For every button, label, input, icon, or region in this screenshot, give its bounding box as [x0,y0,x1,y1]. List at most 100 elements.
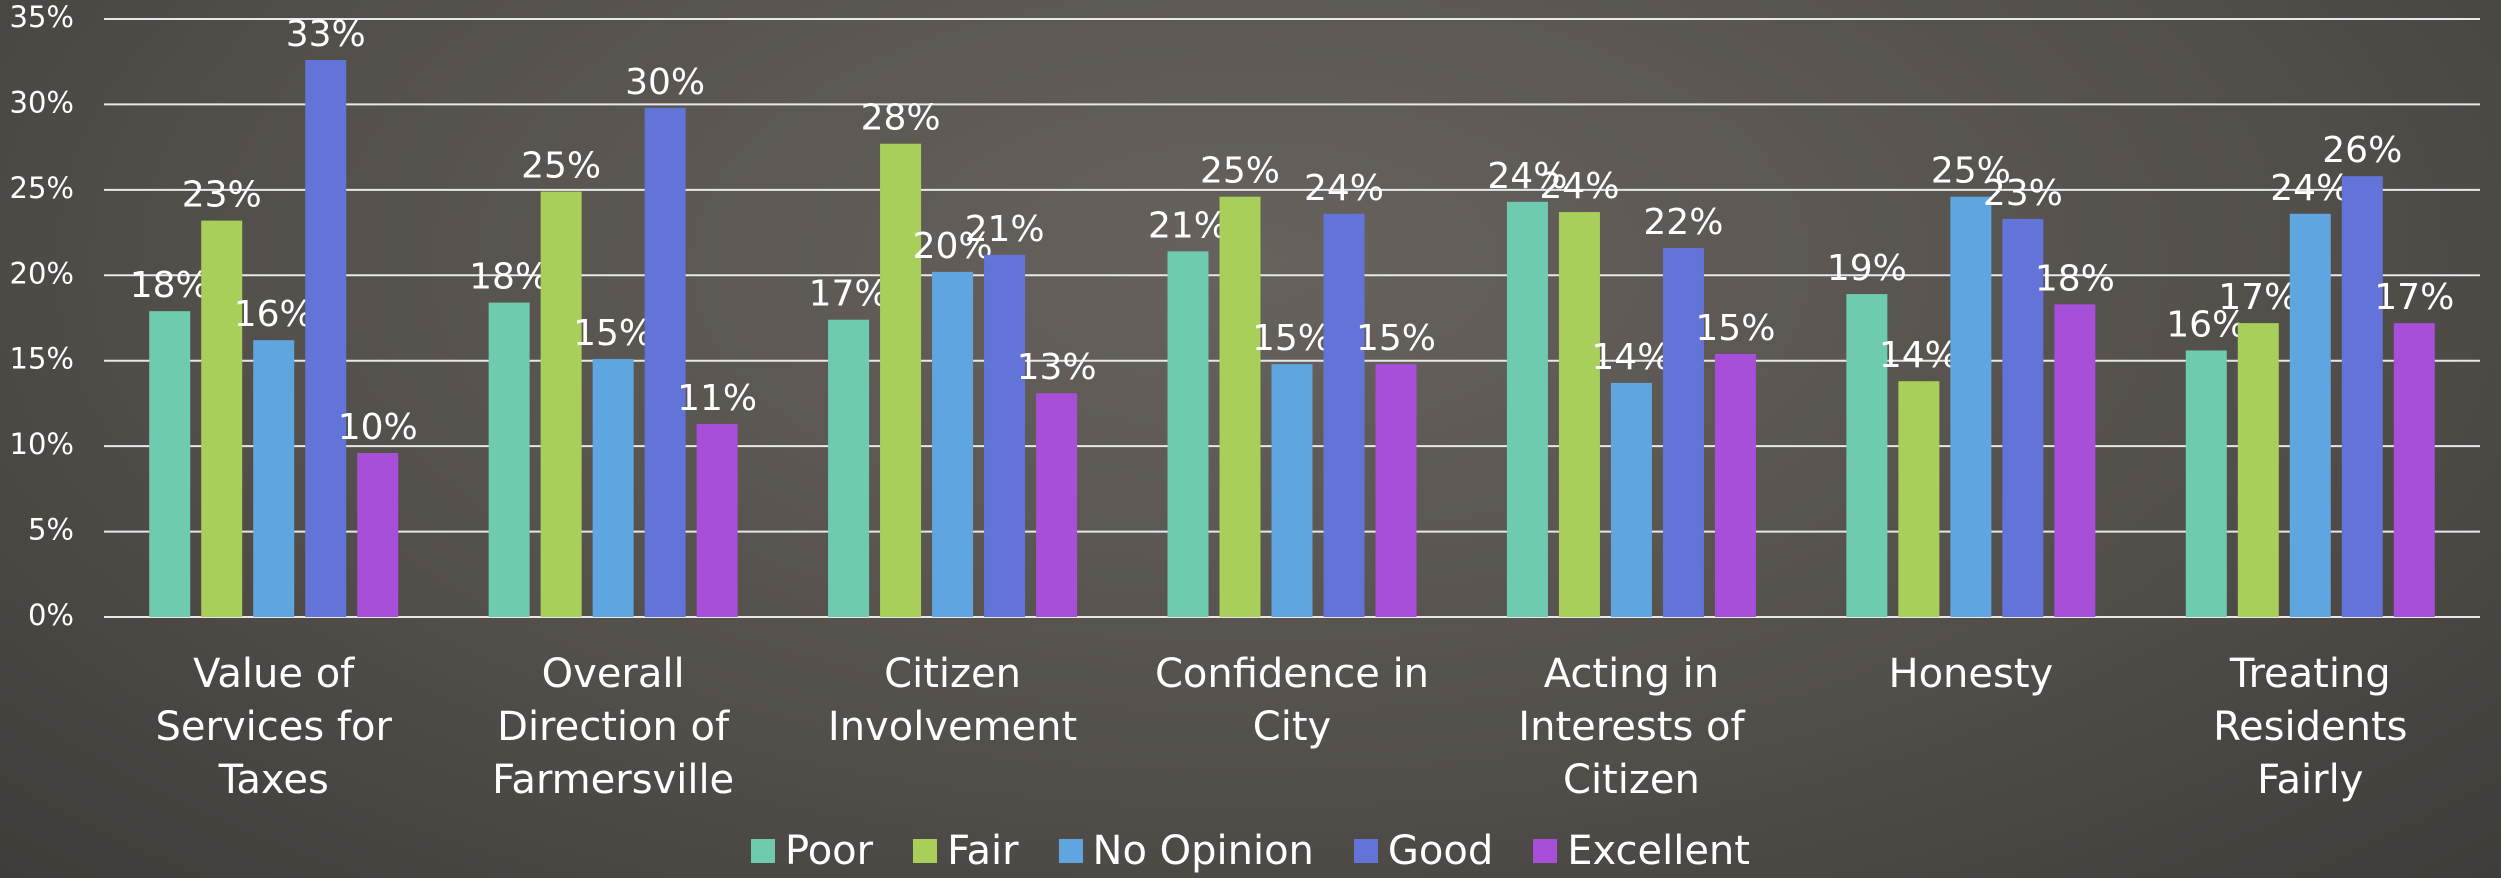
bar [488,302,530,617]
data-label: 21% [1148,205,1228,246]
legend-swatch [1058,839,1083,863]
bar [1950,196,1992,618]
legend-item: Poor [751,826,873,876]
data-label: 23% [182,175,262,216]
bar [253,340,295,617]
bar [1558,212,1600,617]
bar [1036,393,1078,617]
bar [828,319,870,617]
legend-swatch [1533,839,1558,863]
legend-swatch [751,839,776,863]
x-tick-label: Confidence in City [1154,651,1430,750]
data-label: 19% [1827,248,1907,289]
y-tick-label: 5% [28,513,74,547]
bar [2393,323,2435,617]
bar [1375,364,1417,617]
x-tick-label: Overall Direction of Farmersville [492,651,735,803]
data-label: 23% [1983,173,2063,214]
y-tick-label: 30% [10,85,74,119]
bar [880,143,922,617]
data-label: 21% [965,209,1045,250]
data-label: 15% [1356,318,1436,359]
bar [644,107,686,618]
data-label: 15% [573,313,653,354]
bar [1898,381,1940,617]
x-tick-label: Acting in Interests of Citizen [1518,651,1745,803]
bar [984,254,1026,618]
data-label: 13% [1017,347,1097,388]
bar [1167,251,1209,617]
legend-label: Poor [785,828,874,874]
data-label: 25% [521,146,601,187]
legend-item: Fair [913,826,1019,876]
data-label: 33% [286,14,366,55]
legend-label: Good [1387,828,1494,874]
legend-label: Fair [947,828,1019,874]
data-label: 28% [861,98,941,139]
legend-label: Excellent [1567,828,1750,874]
bar [1271,364,1313,617]
bar [2002,218,2044,617]
bar [2341,176,2383,617]
bar [592,359,634,617]
y-tick-label: 0% [28,598,74,632]
y-tick-label: 20% [10,256,74,290]
y-tick-label: 35% [10,0,74,34]
bar [201,220,243,617]
bar [1714,353,1756,617]
bar [1846,294,1888,617]
data-label: 30% [625,62,705,103]
bar [2054,304,2096,617]
legend-swatch [913,839,938,863]
bar [1662,247,1704,617]
bar [1506,201,1548,617]
legend-item: No Opinion [1058,826,1314,876]
data-label: 25% [1200,151,1280,192]
x-tick-label: Treating Residents Fairly [2213,651,2408,803]
data-label: 17% [2218,277,2298,318]
y-tick-label: 15% [10,342,74,376]
legend-item: Excellent [1533,826,1750,876]
data-label: 20% [913,226,993,267]
data-label: 18% [130,265,210,306]
bar [149,311,191,617]
bar [1219,196,1261,618]
data-label: 15% [1695,308,1775,349]
bar [540,191,582,617]
x-tick-label: Citizen Involvement [827,651,1078,750]
bar [2237,323,2279,617]
data-label: 24% [1539,166,1619,207]
data-label: 14% [1591,337,1671,378]
legend-swatch [1353,839,1378,863]
y-tick-label: 25% [10,171,74,205]
bar [932,271,974,617]
data-label: 22% [1643,202,1723,243]
bar [2185,350,2227,617]
data-label: 17% [809,274,889,315]
data-label: 24% [1304,168,1384,209]
data-label: 18% [2035,258,2115,299]
legend: Poor Fair No Opinion Good Excellent [0,826,2501,876]
bar [305,60,347,617]
bar [1610,382,1652,617]
bar [2289,213,2331,617]
data-label: 17% [2374,277,2454,318]
data-label: 24% [1487,156,1567,197]
legend-label: No Opinion [1092,828,1314,874]
data-label: 15% [1252,318,1332,359]
data-label: 18% [469,257,549,298]
data-label: 24% [2270,168,2350,209]
bar [357,452,399,617]
y-tick-label: 10% [10,427,74,461]
data-label: 10% [338,407,418,448]
x-tick-label: Value of Services for Taxes [155,651,392,803]
legend-item: Good [1353,826,1494,876]
x-tick-label: Honesty [1888,651,2054,697]
data-label: 14% [1879,335,1959,376]
data-label: 26% [2322,130,2402,171]
bar [1323,213,1365,617]
data-label: 11% [677,378,757,419]
data-label: 16% [234,294,314,335]
